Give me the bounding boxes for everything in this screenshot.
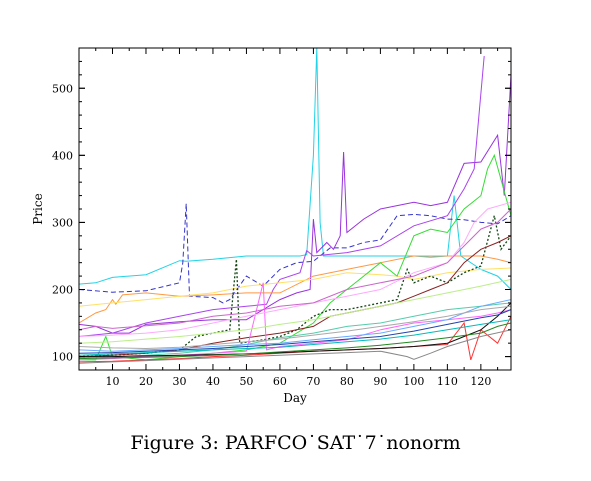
axis-ticks: 10 20 30 40 50 60 70 80 90 100 110 120 100 200 300 400 5…	[52, 48, 511, 388]
y-tick-label: 400	[52, 149, 73, 162]
x-tick-label: 110	[437, 375, 458, 388]
series-line-5	[79, 255, 511, 324]
figure-caption: Figure 3: PARFCO˙SAT˙7˙nonorm	[130, 432, 461, 454]
x-tick-label: 80	[340, 375, 354, 388]
series-line-9	[79, 235, 511, 358]
plot-frame	[78, 47, 512, 371]
x-tick-label: 10	[105, 375, 119, 388]
series-line-4	[79, 56, 485, 337]
series-line-8	[79, 215, 511, 358]
series-line-1	[79, 48, 511, 290]
series-line-6	[79, 267, 511, 307]
y-tick-label: 300	[52, 216, 73, 229]
series-line-3	[79, 74, 511, 334]
series-line-15	[79, 329, 511, 364]
y-tick-label: 100	[52, 351, 73, 364]
series-line-18	[79, 278, 511, 344]
x-tick-label: 40	[206, 375, 220, 388]
series-line-2	[79, 203, 511, 304]
series-line-13	[79, 299, 511, 352]
x-tick-label: 50	[239, 375, 253, 388]
x-tick-label: 70	[306, 375, 320, 388]
x-tick-label: 60	[273, 375, 287, 388]
series-line-20	[79, 305, 511, 350]
x-tick-label: 100	[403, 375, 424, 388]
series-layer	[79, 48, 511, 364]
x-tick-label: 120	[470, 375, 491, 388]
x-tick-label: 30	[172, 375, 186, 388]
series-line-16	[79, 302, 511, 358]
series-line-17	[79, 309, 511, 354]
y-tick-label: 200	[52, 284, 73, 297]
series-line-7	[79, 153, 511, 361]
x-tick-label: 90	[373, 375, 387, 388]
series-line-12	[79, 302, 511, 359]
y-tick-label: 500	[52, 82, 73, 95]
y-axis-title: Price	[31, 193, 45, 224]
series-line-22	[79, 319, 511, 356]
series-line-21	[79, 322, 511, 360]
x-tick-label: 20	[139, 375, 153, 388]
x-axis-title: Day	[283, 391, 307, 405]
series-line-11	[79, 201, 511, 337]
series-line-19	[79, 208, 511, 331]
